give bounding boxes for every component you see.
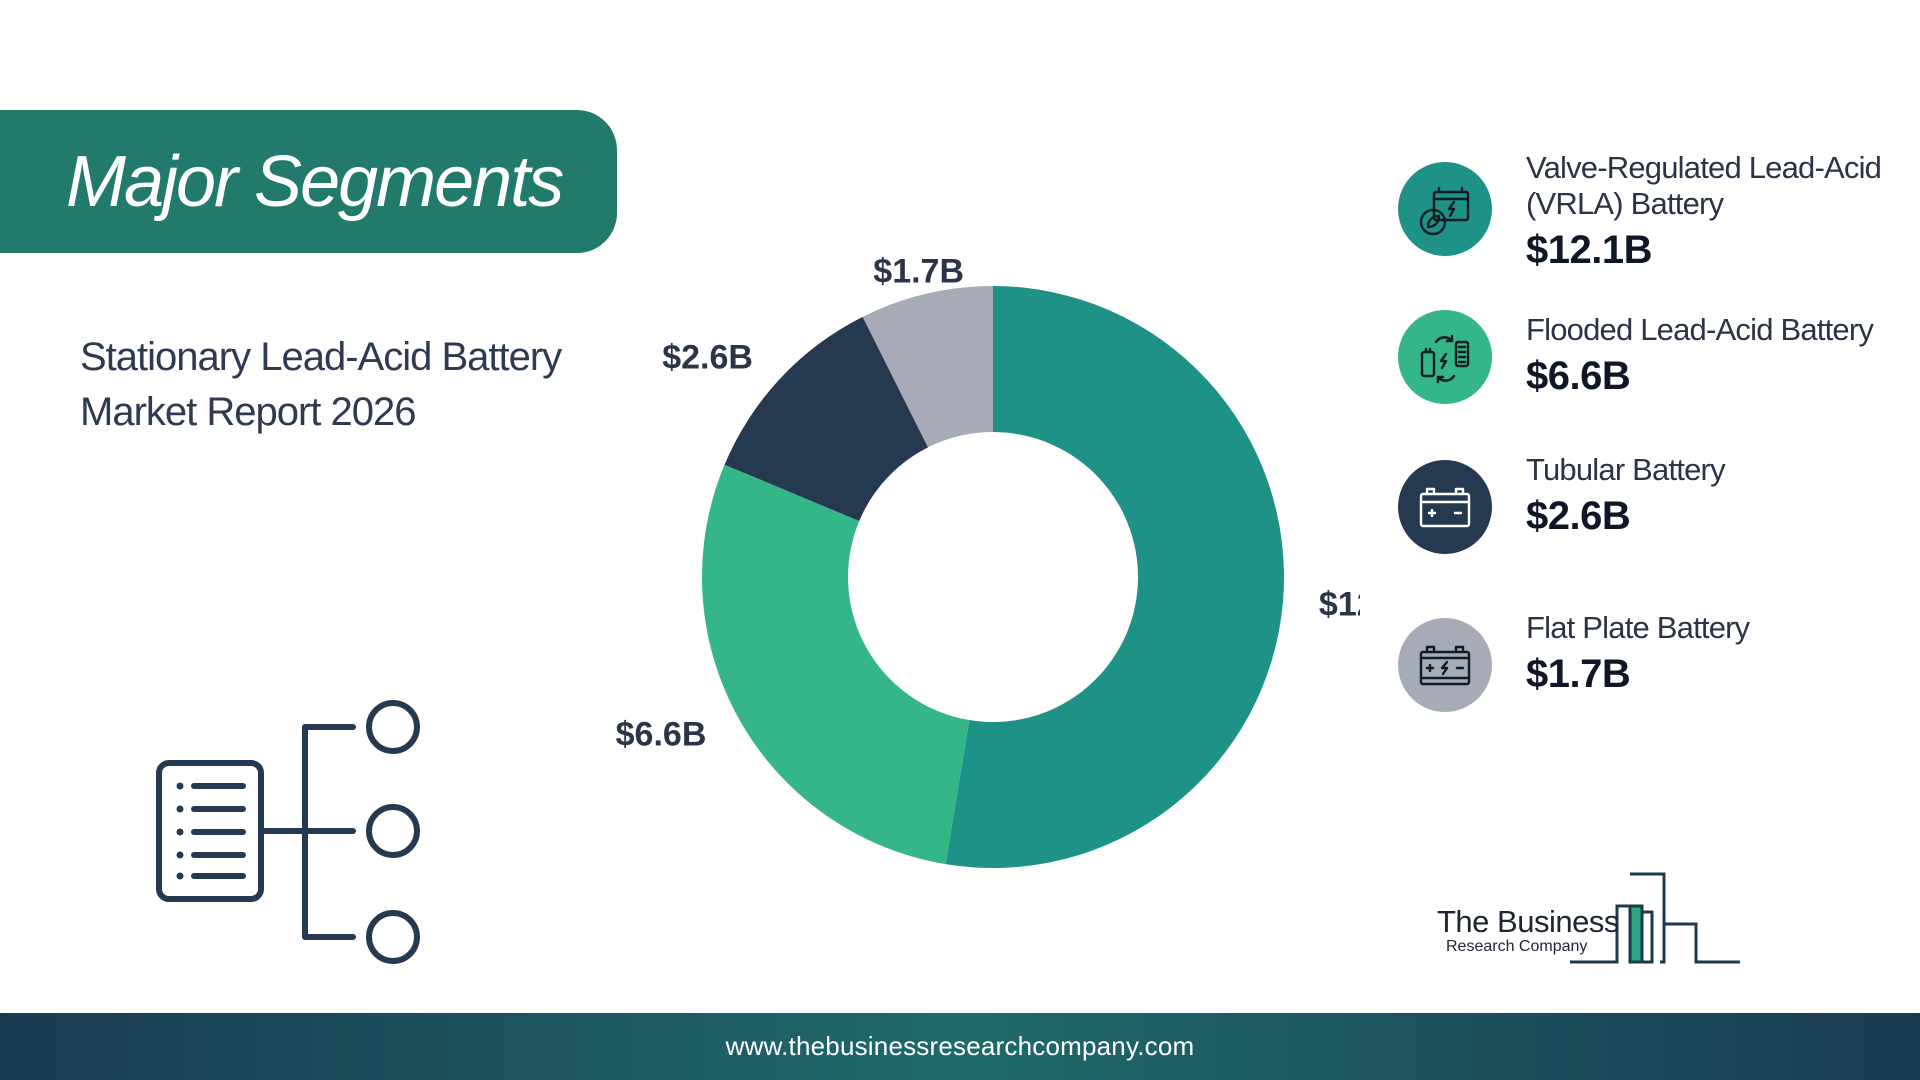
- donut-label-flooded: $6.6B: [616, 715, 707, 753]
- legend-text-vrla: Valve-Regulated Lead-Acid (VRLA) Battery…: [1526, 150, 1882, 273]
- donut-chart: $12.1B $6.6B $2.6B $1.7B: [600, 230, 1360, 910]
- legend-label-cont: (VRLA) Battery: [1526, 186, 1724, 221]
- footer-bar: www.thebusinessresearchcompany.com: [0, 1013, 1920, 1080]
- battery-eco-icon: [1419, 186, 1470, 236]
- donut-slice-flooded: [702, 464, 970, 865]
- legend-text-flooded: Flooded Lead-Acid Battery $6.6B: [1526, 312, 1874, 399]
- donut-slice-tubular: [724, 316, 929, 522]
- legend-label: Valve-Regulated Lead-Acid: [1526, 150, 1882, 185]
- footer-website-link[interactable]: www.thebusinessresearchcompany.com: [725, 1031, 1195, 1061]
- page-title: Major Segments: [66, 141, 564, 222]
- donut-label-tubular: $2.6B: [662, 339, 753, 377]
- legend-swatch-flat-plate: [1398, 618, 1492, 712]
- legend-value: $2.6B: [1526, 494, 1631, 538]
- legend-swatch-flooded: [1398, 310, 1492, 404]
- battery-recycle-icon: [1420, 334, 1470, 384]
- legend-swatch-vrla: [1398, 162, 1492, 256]
- car-battery-icon: [1419, 487, 1471, 528]
- report-subtitle: Stationary Lead-Acid Battery Market Repo…: [80, 330, 600, 440]
- logo-skyline-icon: [1570, 872, 1740, 964]
- legend-text-flat-plate: Flat Plate Battery $1.7B: [1526, 610, 1750, 697]
- donut-label-vrla: $12.1B: [1319, 585, 1360, 623]
- legend-text-tubular: Tubular Battery $2.6B: [1526, 452, 1726, 539]
- legend-label: Flooded Lead-Acid Battery: [1526, 312, 1874, 347]
- subtitle-line-1: Stationary Lead-Acid Battery: [80, 335, 562, 379]
- donut-label-flat-plate: $1.7B: [873, 253, 964, 291]
- company-logo: The Business Research Company: [1432, 868, 1744, 968]
- title-banner: Major Segments: [0, 110, 617, 253]
- legend-value: $1.7B: [1526, 652, 1631, 696]
- legend-swatch-tubular: [1398, 460, 1492, 554]
- donut-slice-vrla: [945, 286, 1284, 868]
- legend-label: Tubular Battery: [1526, 452, 1726, 487]
- donut-slice-flat-plate: [862, 286, 993, 448]
- logo-text-line-1: The Business: [1437, 904, 1619, 939]
- donut-chart-svg: $12.1B $6.6B $2.6B $1.7B: [616, 253, 1360, 868]
- subtitle-line-2: Market Report 2026: [80, 390, 417, 434]
- legend-value: $6.6B: [1526, 354, 1631, 398]
- segments-tree-icon: [156, 700, 420, 964]
- logo-text-line-2: Research Company: [1446, 938, 1588, 955]
- battery-charge-icon: [1419, 645, 1471, 686]
- legend-label: Flat Plate Battery: [1526, 610, 1750, 645]
- legend-value: $12.1B: [1526, 228, 1652, 272]
